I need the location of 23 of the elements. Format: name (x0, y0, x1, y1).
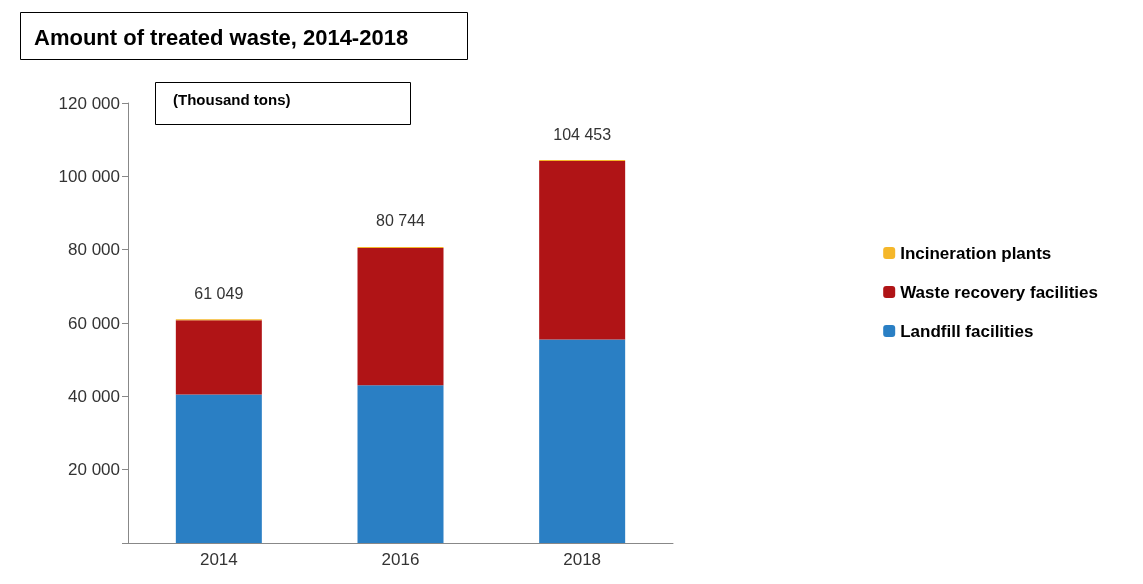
y-tick-label: 20 000 (68, 460, 120, 480)
y-tick-label: 60 000 (68, 313, 120, 333)
bar (539, 339, 626, 543)
legend-label: Incineration plants (900, 243, 1052, 263)
total-label: 80 744 (376, 212, 426, 230)
legend-label: Waste recovery facilities (900, 282, 1098, 302)
bar (357, 385, 444, 543)
y-tick-label: 120 000 (58, 93, 120, 113)
y-tick-label: 80 000 (68, 240, 120, 260)
x-tick-label: 2014 (199, 550, 238, 569)
bar (357, 248, 444, 386)
x-tick-label: 2016 (381, 550, 420, 569)
chart-title: Amount of treated waste, 2014-2018 (34, 24, 409, 50)
total-label: 104 453 (553, 125, 612, 143)
total-label: 61 049 (194, 284, 244, 302)
bar (175, 394, 262, 543)
bar (539, 161, 626, 340)
x-tick-label: 2018 (563, 550, 602, 569)
chart-subtitle: (Thousand tons) (173, 91, 291, 108)
legend-label: Landfill facilities (900, 321, 1034, 341)
y-tick-label: 40 000 (68, 386, 120, 406)
y-tick-label: 100 000 (58, 166, 120, 186)
bar (175, 320, 262, 395)
